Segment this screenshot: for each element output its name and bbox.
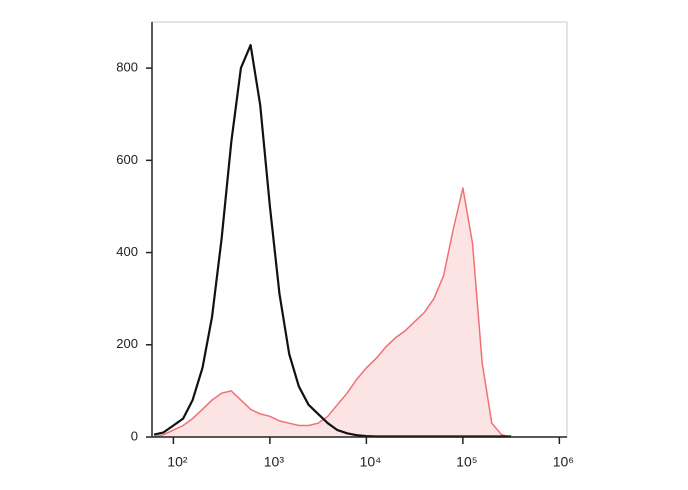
y-tick-label: 400 bbox=[116, 244, 138, 259]
y-tick-label: 600 bbox=[116, 152, 138, 167]
y-tick-label: 200 bbox=[116, 336, 138, 351]
histogram-area bbox=[154, 188, 512, 437]
x-tick-label: 10⁵ bbox=[456, 454, 477, 470]
x-tick-label: 10⁶ bbox=[553, 454, 574, 470]
histogram-line bbox=[153, 187, 512, 438]
y-tick-label: 0 bbox=[131, 428, 138, 443]
y-tick-label: 800 bbox=[116, 60, 138, 75]
x-tick-label: 10³ bbox=[264, 454, 285, 470]
x-tick-label: 10⁴ bbox=[360, 454, 382, 470]
x-tick-label: 10² bbox=[167, 454, 188, 470]
